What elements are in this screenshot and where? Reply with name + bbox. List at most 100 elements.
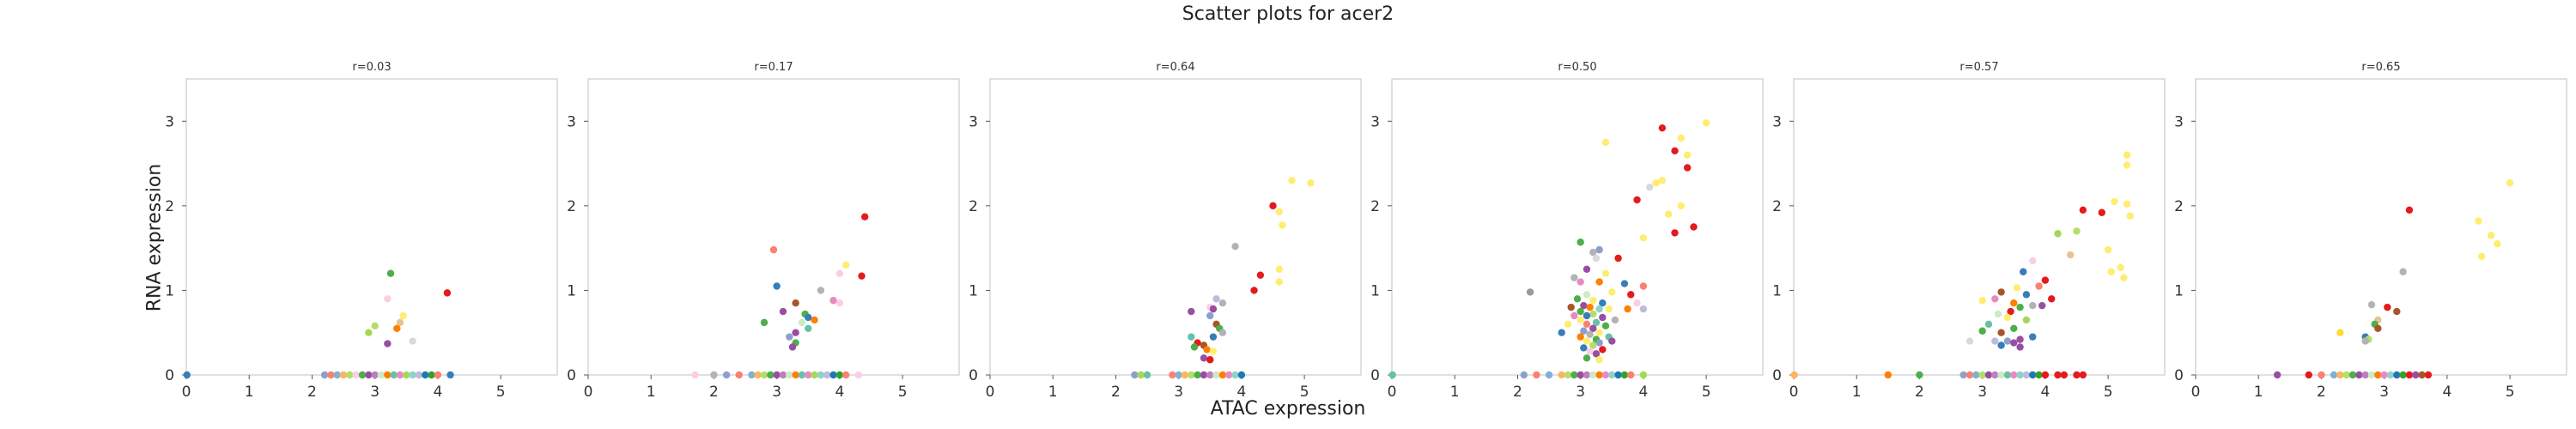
data-point xyxy=(2399,371,2407,379)
data-point xyxy=(1206,356,1214,364)
data-point xyxy=(1589,297,1597,305)
panel-frame xyxy=(1793,78,2166,376)
data-point xyxy=(396,371,404,379)
data-point xyxy=(1583,291,1591,299)
data-point xyxy=(817,287,825,294)
x-tick-label: 1 xyxy=(1852,384,1862,401)
data-point xyxy=(2029,333,2037,341)
data-point xyxy=(1589,341,1597,349)
data-point xyxy=(2336,329,2344,336)
data-point xyxy=(1137,371,1145,379)
data-point xyxy=(1702,119,1710,127)
x-tick-label: 4 xyxy=(1236,384,1246,401)
data-point xyxy=(2342,371,2350,379)
data-point xyxy=(817,371,825,379)
data-point xyxy=(2073,227,2081,235)
data-point xyxy=(1573,295,1582,303)
y-tick-label: 1 xyxy=(1772,282,1782,299)
data-point xyxy=(1206,311,1214,320)
data-point xyxy=(2054,371,2062,379)
data-point xyxy=(2073,371,2081,379)
data-point xyxy=(1586,347,1594,355)
data-point xyxy=(1589,324,1597,332)
data-point xyxy=(1218,299,1227,307)
data-point xyxy=(2029,371,2037,379)
data-point xyxy=(1200,354,1208,362)
data-point xyxy=(829,371,837,379)
y-tick-label: 1 xyxy=(165,282,174,299)
x-tick-label: 2 xyxy=(307,384,317,401)
data-point xyxy=(384,295,392,303)
y-tick-label: 1 xyxy=(969,282,978,299)
data-point xyxy=(2336,371,2344,379)
data-point xyxy=(2318,371,2325,379)
data-point xyxy=(1994,310,2002,318)
data-point xyxy=(842,261,850,269)
data-point xyxy=(2041,276,2050,284)
data-point xyxy=(434,371,442,379)
data-point xyxy=(1677,134,1686,142)
data-point xyxy=(1690,223,1698,231)
data-point xyxy=(1608,337,1616,345)
data-point xyxy=(2111,197,2118,206)
data-point xyxy=(2107,268,2115,275)
y-tick-label: 1 xyxy=(2174,282,2184,299)
data-point xyxy=(2010,371,2018,379)
data-point xyxy=(1571,274,1578,281)
data-point xyxy=(399,311,407,320)
scatter-panel: r=0.64 0 1 2 3 4 5 0 1 2 3 xyxy=(969,61,1362,401)
x-tick-label: 0 xyxy=(1388,384,1397,401)
data-point xyxy=(2048,295,2056,303)
data-point xyxy=(393,324,401,332)
data-point xyxy=(1567,303,1575,311)
data-point xyxy=(2029,301,2037,310)
y-tick-label: 3 xyxy=(165,113,174,130)
data-point xyxy=(2003,313,2012,322)
y-tick-label: 3 xyxy=(2174,113,2184,130)
data-point xyxy=(1558,371,1565,379)
data-point xyxy=(2010,324,2018,332)
y-tick-label: 0 xyxy=(1772,367,1782,384)
panel-title: r=0.03 xyxy=(352,61,391,74)
data-point xyxy=(371,322,379,330)
data-point xyxy=(1599,346,1607,353)
data-point xyxy=(854,371,863,379)
data-point xyxy=(2506,179,2514,187)
x-tick-label: 3 xyxy=(1576,384,1585,401)
data-point xyxy=(2305,371,2312,379)
x-tick-label: 3 xyxy=(1978,384,1987,401)
y-tick-label: 2 xyxy=(969,198,978,215)
x-tick-label: 0 xyxy=(1789,384,1799,401)
data-point xyxy=(1671,147,1679,154)
x-tick-label: 3 xyxy=(772,384,781,401)
y-tick-label: 2 xyxy=(1370,198,1380,215)
panel-frame xyxy=(185,78,558,376)
x-tick-label: 3 xyxy=(1174,384,1183,401)
data-point xyxy=(2380,371,2388,379)
x-tick-label: 1 xyxy=(245,384,254,401)
data-point xyxy=(443,289,452,297)
data-point xyxy=(422,371,429,379)
data-point xyxy=(1592,318,1601,327)
data-point xyxy=(2035,371,2043,379)
data-point xyxy=(2386,371,2395,379)
data-point xyxy=(1188,307,1195,316)
data-point xyxy=(2418,371,2426,379)
data-point xyxy=(691,371,699,379)
data-point xyxy=(390,371,398,379)
data-point xyxy=(858,272,866,280)
scatter-panel: r=0.50 0 1 2 3 4 5 0 1 2 3 xyxy=(1370,61,1764,401)
data-point xyxy=(1997,371,2005,379)
x-tick-label: 4 xyxy=(433,384,442,401)
data-point xyxy=(1601,322,1610,330)
data-point xyxy=(320,371,329,379)
data-point xyxy=(333,371,341,379)
x-tick-label: 5 xyxy=(1702,384,1711,401)
data-point xyxy=(1212,295,1220,303)
data-point xyxy=(805,371,812,379)
data-point xyxy=(792,371,799,379)
x-tick-label: 1 xyxy=(2254,384,2263,401)
data-point xyxy=(1577,371,1584,379)
data-point xyxy=(1595,339,1603,347)
data-point xyxy=(1275,278,1284,286)
